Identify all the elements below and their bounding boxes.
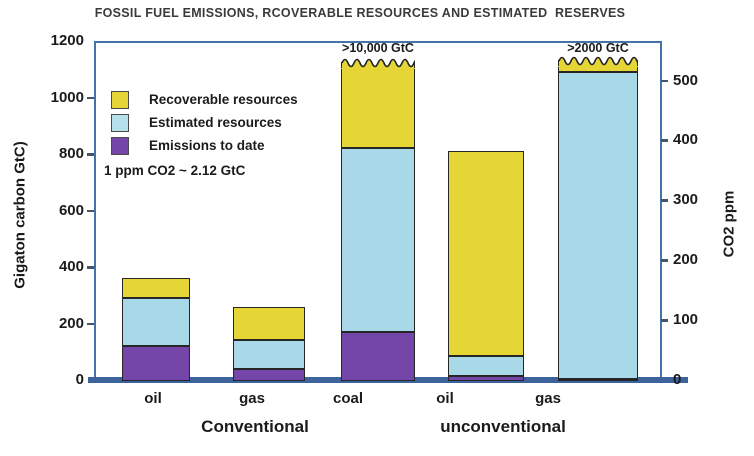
x-category-label-Conventional-gas: gas — [239, 390, 265, 407]
y-left-tick-label: 1200 — [50, 32, 84, 49]
y-left-tick-label: 200 — [58, 314, 84, 332]
bar-segment-estimated-unconventional-oil — [448, 355, 524, 376]
y-right-tick-label: 0 — [673, 371, 682, 388]
y-left-tickmark — [87, 266, 94, 269]
y-left-tick-label: 600 — [58, 201, 84, 219]
legend-swatch-emissions — [111, 137, 129, 155]
off-scale-side-border — [413, 61, 415, 68]
off-scale-wavy-top — [558, 56, 638, 68]
bar-segment-recoverable-unconventional-oil — [448, 151, 524, 356]
y-right-tick-label: 400 — [673, 131, 699, 149]
legend-label: Recoverable resources — [149, 92, 298, 107]
x-category-label-Conventional-coal: coal — [332, 390, 364, 407]
y-left-tickmark — [87, 209, 94, 212]
bar-annotation-coal: >10,000 GtC — [342, 41, 414, 55]
y-left-tick-label: 400 — [58, 258, 84, 275]
off-scale-side-border — [636, 60, 638, 67]
x-group-label-unconventional: unconventional — [440, 417, 566, 436]
x-group-label-Conventional: Conventional — [201, 417, 309, 436]
bar-segment-emissions-Conventional-oil — [122, 346, 190, 381]
y-right-tickmark — [661, 199, 668, 202]
off-scale-wavy-top — [341, 58, 415, 69]
bar-segment-recoverable-unconventional-gas — [558, 65, 638, 73]
y-left-tickmark — [87, 153, 94, 156]
bar-segment-estimated-Conventional-coal — [341, 148, 415, 332]
y-right-tick-label: 200 — [673, 251, 699, 269]
legend-label: Estimated resources — [149, 115, 282, 130]
legend-label: Emissions to date — [149, 138, 265, 153]
legend-swatch-estimated — [111, 114, 129, 132]
x-category-label-unconventional-gas: gas — [535, 390, 561, 407]
y-right-tick-label: 300 — [673, 191, 699, 209]
x-category-label-Conventional-oil: oil — [144, 390, 162, 407]
y-left-tickmark — [87, 96, 94, 99]
y-left-tick-label: 0 — [75, 371, 84, 388]
y-left-tick-label: 1000 — [50, 88, 84, 106]
bar-segment-emissions-unconventional-oil — [448, 375, 524, 381]
off-scale-side-border — [341, 61, 343, 68]
legend-swatch-recoverable — [111, 91, 129, 109]
y-right-tick-label: 500 — [673, 71, 699, 89]
bar-segment-estimated-Conventional-oil — [122, 298, 190, 347]
y-right-tickmark — [661, 139, 668, 142]
off-scale-side-border — [558, 60, 560, 67]
x-category-label-unconventional-oil: oil — [436, 390, 454, 407]
bar-annotation-gas: >2000 GtC — [567, 41, 629, 55]
bar-segment-emissions-Conventional-coal — [341, 331, 415, 381]
bar-segment-emissions-Conventional-gas — [233, 368, 305, 381]
chart-title: FOSSIL FUEL EMISSIONS, RCOVERABLE RESOUR… — [94, 6, 626, 20]
y-right-tickmark — [661, 259, 668, 262]
y-right-tickmark — [661, 319, 668, 322]
conversion-note: 1 ppm CO2 ~ 2.12 GtC — [104, 163, 246, 178]
bar-segment-estimated-unconventional-gas — [558, 72, 638, 379]
bar-segment-recoverable-Conventional-coal — [341, 66, 415, 149]
bar-segment-recoverable-Conventional-gas — [233, 306, 305, 341]
y-right-tick-label: 100 — [673, 311, 699, 329]
bar-segment-estimated-Conventional-gas — [233, 340, 305, 369]
bar-segment-recoverable-Conventional-oil — [122, 278, 190, 299]
y-left-tickmark — [87, 322, 94, 325]
bar-segment-emissions-unconventional-gas — [558, 378, 638, 381]
y-right-tickmark — [661, 79, 668, 83]
y-left-tick-label: 800 — [58, 145, 84, 162]
